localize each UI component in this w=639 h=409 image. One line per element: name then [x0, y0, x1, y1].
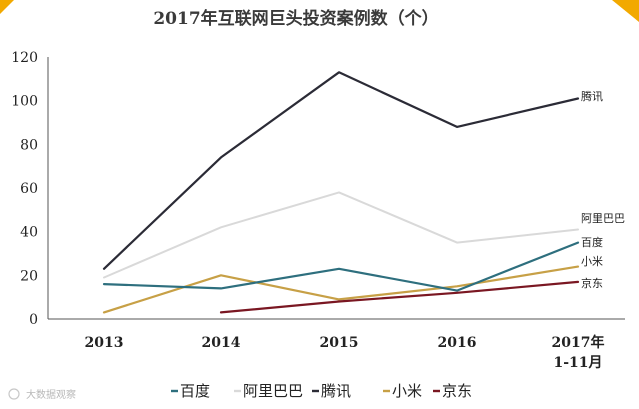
- series-end-label: 百度: [581, 235, 603, 249]
- legend-label: 小米: [392, 382, 422, 400]
- y-tick-label: 40: [20, 225, 38, 241]
- legend-item: 腾讯: [312, 382, 351, 400]
- legend-item: 百度: [171, 382, 210, 400]
- series-line: [103, 191, 579, 279]
- legend-label: 阿里巴巴: [243, 382, 303, 400]
- watermark: 大数据观察: [8, 388, 76, 401]
- y-tick-label: 80: [20, 137, 38, 153]
- legend-label: 京东: [442, 382, 472, 400]
- series-line: [102, 241, 580, 292]
- x-tick-label: 2017年 1-11月: [552, 334, 605, 371]
- y-tick-labels: 0 20 40 60 80 100 120: [11, 50, 38, 328]
- y-tick-label: 0: [29, 312, 38, 328]
- series-end-label: 小米: [581, 255, 603, 268]
- legend-label: 腾讯: [321, 382, 351, 400]
- x-tick-labels: 2013 2014 2015 2016 2017年 1-11月: [85, 334, 605, 371]
- y-tick-label: 120: [11, 50, 38, 66]
- legend-item: 阿里巴巴: [234, 382, 303, 400]
- legend-label: 百度: [180, 382, 210, 400]
- series-end-label: 腾讯: [581, 89, 603, 103]
- legend-item: 小米: [383, 382, 422, 400]
- series-line: [219, 280, 580, 314]
- y-tick-label: 60: [20, 181, 38, 197]
- x-tick-label: 2016: [438, 335, 477, 351]
- corner-accent-left: [0, 0, 14, 14]
- y-tick-label: 100: [11, 94, 38, 110]
- chart-title: 2017年互联网巨头投资案例数（个）: [153, 8, 438, 29]
- series-lines: [102, 71, 580, 314]
- series-end-label: 京东: [581, 276, 603, 290]
- legend-item: 京东: [433, 382, 472, 400]
- series-end-label: 阿里巴巴: [581, 212, 625, 225]
- series-line: [102, 71, 580, 270]
- y-tick-label: 20: [20, 268, 38, 284]
- watermark-text: 大数据观察: [26, 388, 76, 401]
- legend: 百度 阿里巴巴 腾讯 小米 京东: [171, 382, 472, 400]
- x-tick-label: 2013: [85, 335, 124, 351]
- x-tick-label: 2015: [320, 335, 359, 351]
- watermark-icon: [8, 388, 20, 400]
- series-line: [102, 265, 580, 314]
- x-tick-label: 2014: [202, 335, 241, 351]
- corner-accent-right: [612, 0, 639, 22]
